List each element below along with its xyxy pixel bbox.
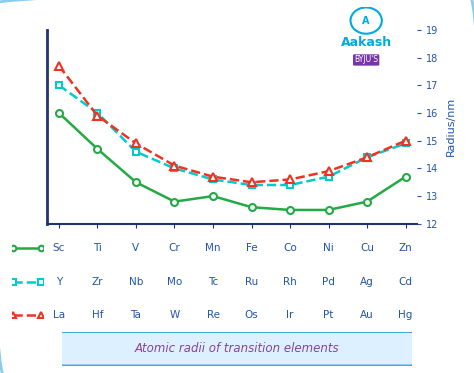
Text: La: La xyxy=(53,310,65,320)
Text: Ag: Ag xyxy=(360,277,374,286)
Text: Cd: Cd xyxy=(399,277,412,286)
Text: A: A xyxy=(363,16,370,26)
Text: Mn: Mn xyxy=(205,243,221,253)
Text: Pt: Pt xyxy=(323,310,334,320)
Text: Ir: Ir xyxy=(286,310,294,320)
Text: Aakash: Aakash xyxy=(341,35,392,48)
Text: Hg: Hg xyxy=(398,310,413,320)
Text: Fe: Fe xyxy=(246,243,257,253)
Text: W: W xyxy=(169,310,180,320)
Text: Re: Re xyxy=(207,310,219,320)
Text: Ru: Ru xyxy=(245,277,258,286)
Text: Sc: Sc xyxy=(53,243,65,253)
Text: Ni: Ni xyxy=(323,243,334,253)
FancyBboxPatch shape xyxy=(47,332,427,366)
Text: Au: Au xyxy=(360,310,374,320)
Text: Pd: Pd xyxy=(322,277,335,286)
Text: Zn: Zn xyxy=(399,243,412,253)
Text: Cr: Cr xyxy=(169,243,181,253)
Text: Ti: Ti xyxy=(93,243,102,253)
Y-axis label: Radius/nm: Radius/nm xyxy=(446,97,456,156)
Text: Zr: Zr xyxy=(91,277,103,286)
Text: Nb: Nb xyxy=(129,277,143,286)
Text: V: V xyxy=(132,243,139,253)
Text: Co: Co xyxy=(283,243,297,253)
Text: Ta: Ta xyxy=(130,310,141,320)
Text: Mo: Mo xyxy=(167,277,182,286)
Text: Hf: Hf xyxy=(91,310,103,320)
Text: Atomic radii of transition elements: Atomic radii of transition elements xyxy=(135,342,339,355)
Text: Rh: Rh xyxy=(283,277,297,286)
Text: Os: Os xyxy=(245,310,258,320)
Text: BYJU'S: BYJU'S xyxy=(354,56,378,65)
Text: Y: Y xyxy=(56,277,62,286)
Text: Tc: Tc xyxy=(208,277,218,286)
Text: Cu: Cu xyxy=(360,243,374,253)
